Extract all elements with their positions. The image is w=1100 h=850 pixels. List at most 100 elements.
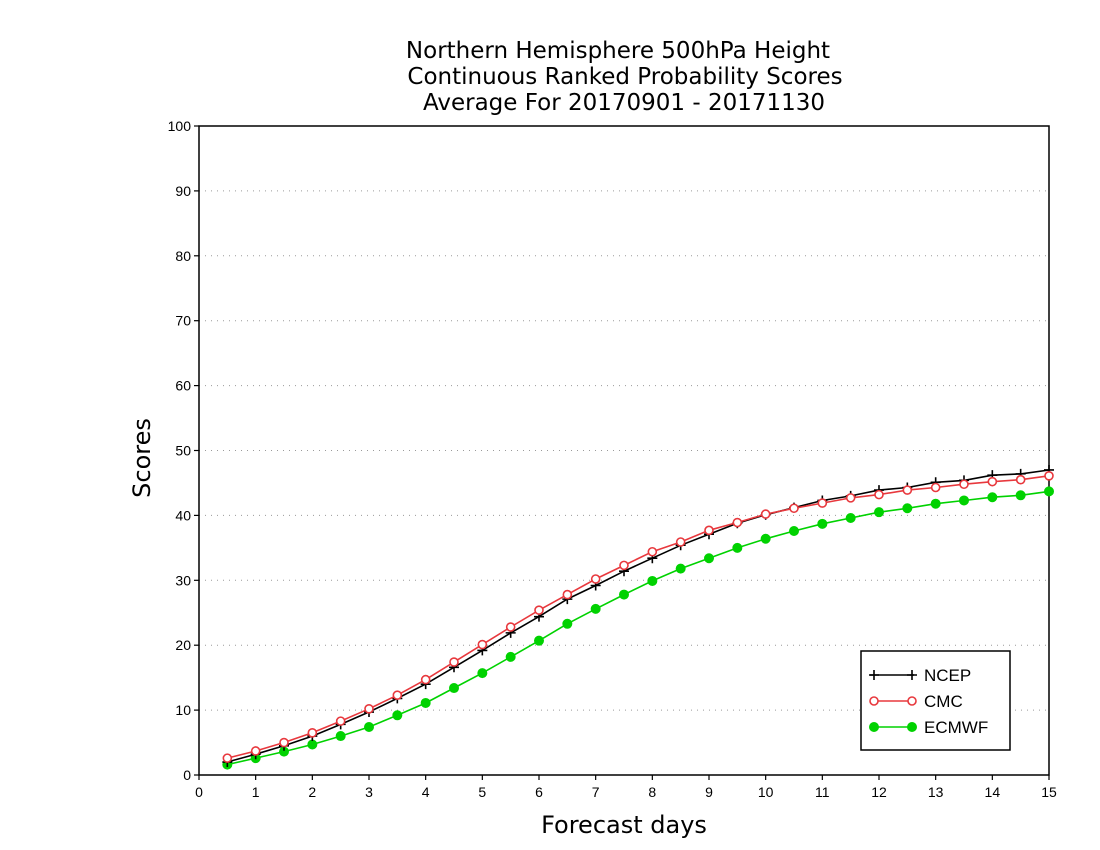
- y-tick-label: 40: [175, 507, 191, 523]
- data-point-ecmwf: [420, 697, 431, 708]
- data-point-cmc: [1044, 471, 1054, 481]
- x-tick-label: 2: [308, 784, 316, 800]
- legend-label-ecmwf: ECMWF: [924, 718, 988, 737]
- y-axis-label: Scores: [128, 418, 156, 498]
- data-point-ecmwf: [732, 542, 743, 553]
- data-point-ecmwf: [505, 651, 516, 662]
- data-point-cmc: [704, 525, 714, 536]
- x-tick-label: 4: [422, 784, 430, 800]
- data-point-cmc: [874, 489, 884, 500]
- y-tick-label: 100: [168, 118, 192, 134]
- x-tick-label: 12: [871, 784, 887, 800]
- y-tick-label: 0: [183, 767, 191, 783]
- data-point-cmc: [364, 704, 374, 714]
- data-point-cmc: [250, 746, 261, 756]
- data-point-cmc: [590, 574, 601, 584]
- data-point-ecmwf: [845, 512, 856, 523]
- data-point-cmc: [477, 639, 488, 650]
- data-point-cmc: [335, 716, 346, 726]
- data-point-cmc: [222, 753, 233, 763]
- data-point-ecmwf: [1044, 486, 1054, 497]
- x-tick-label: 1: [252, 784, 260, 800]
- legend-label-cmc: CMC: [924, 692, 963, 711]
- data-point-ecmwf: [704, 553, 714, 564]
- x-tick-label: 9: [705, 784, 713, 800]
- data-point-ecmwf: [449, 683, 459, 694]
- x-tick-label: 0: [195, 784, 203, 800]
- x-tick-label: 6: [535, 784, 543, 800]
- data-point-cmc: [845, 493, 856, 503]
- data-point-cmc: [675, 537, 686, 547]
- data-point-ecmwf: [307, 739, 318, 750]
- y-tick-label: 80: [175, 248, 191, 264]
- legend-marker-cmc: [869, 696, 879, 706]
- y-tick-label: 70: [175, 313, 191, 329]
- series-line-ncep: [227, 469, 1050, 763]
- chart-title-line-2: Continuous Ranked Probability Scores: [407, 64, 842, 90]
- data-point-cmc: [505, 622, 516, 632]
- data-point-ecmwf: [477, 668, 488, 679]
- chart-title-line-3: Average For 20170901 - 20171130: [423, 90, 825, 116]
- y-tick-label: 50: [175, 443, 191, 459]
- data-point-cmc: [420, 674, 431, 685]
- x-tick-label: 11: [815, 784, 830, 800]
- data-point-cmc: [534, 605, 544, 615]
- data-point-ecmwf: [562, 618, 573, 629]
- data-point-cmc: [959, 479, 969, 490]
- data-point-cmc: [647, 546, 658, 557]
- x-tick-label: 3: [365, 784, 373, 800]
- data-point-cmc: [732, 517, 743, 528]
- legend-label-ncep: NCEP: [924, 666, 971, 685]
- data-point-ecmwf: [817, 518, 828, 529]
- data-point-cmc: [789, 503, 799, 514]
- data-point-ecmwf: [1015, 490, 1026, 501]
- data-point-cmc: [902, 485, 913, 495]
- data-point-ecmwf: [902, 503, 913, 514]
- legend-item-ncep: NCEP: [869, 666, 971, 685]
- legend-marker-ncep: [907, 670, 917, 680]
- x-tick-label: 15: [1041, 784, 1057, 800]
- series-cmc: [222, 471, 1054, 763]
- legend-marker-ecmwf: [907, 722, 917, 732]
- data-point-ecmwf: [619, 589, 629, 600]
- data-point-ecmwf: [987, 492, 998, 503]
- data-point-cmc: [817, 498, 828, 508]
- series-layer: [222, 464, 1054, 770]
- legend-item-ecmwf: ECMWF: [869, 718, 988, 737]
- data-point-cmc: [1015, 474, 1026, 485]
- data-point-cmc: [307, 728, 318, 738]
- data-point-cmc: [619, 560, 629, 571]
- y-tick-label: 90: [175, 183, 191, 199]
- data-point-ecmwf: [760, 533, 771, 544]
- series-ecmwf: [222, 486, 1054, 770]
- legend: NCEP CMC ECMWF: [860, 650, 1011, 751]
- data-point-ecmwf: [959, 495, 969, 506]
- data-point-ecmwf: [874, 507, 884, 518]
- y-tick-label: 60: [175, 378, 191, 394]
- data-point-ecmwf: [647, 575, 658, 586]
- x-tick-label: 10: [758, 784, 774, 800]
- data-point-ecmwf: [534, 635, 544, 646]
- data-point-cmc: [279, 737, 289, 748]
- y-tick-label: 30: [175, 572, 191, 588]
- y-tick-label: 10: [175, 702, 191, 718]
- x-axis-label: Forecast days: [541, 811, 707, 839]
- data-point-ecmwf: [675, 563, 686, 574]
- x-tick-label: 14: [985, 784, 1001, 800]
- data-point-cmc: [930, 482, 941, 493]
- data-point-ecmwf: [335, 731, 346, 742]
- x-tick-label: 8: [648, 784, 656, 800]
- data-point-ecmwf: [930, 498, 941, 509]
- legend-marker-ecmwf: [869, 722, 879, 732]
- chart-title-line-1: Northern Hemisphere 500hPa Height: [406, 38, 830, 64]
- legend-marker-cmc: [907, 696, 917, 706]
- x-tick-label: 13: [928, 784, 944, 800]
- data-point-cmc: [392, 690, 403, 700]
- data-point-cmc: [987, 476, 998, 487]
- data-point-cmc: [760, 509, 771, 519]
- data-point-ecmwf: [590, 603, 601, 614]
- legend-item-cmc: CMC: [869, 692, 963, 711]
- x-tick-label: 5: [478, 784, 486, 800]
